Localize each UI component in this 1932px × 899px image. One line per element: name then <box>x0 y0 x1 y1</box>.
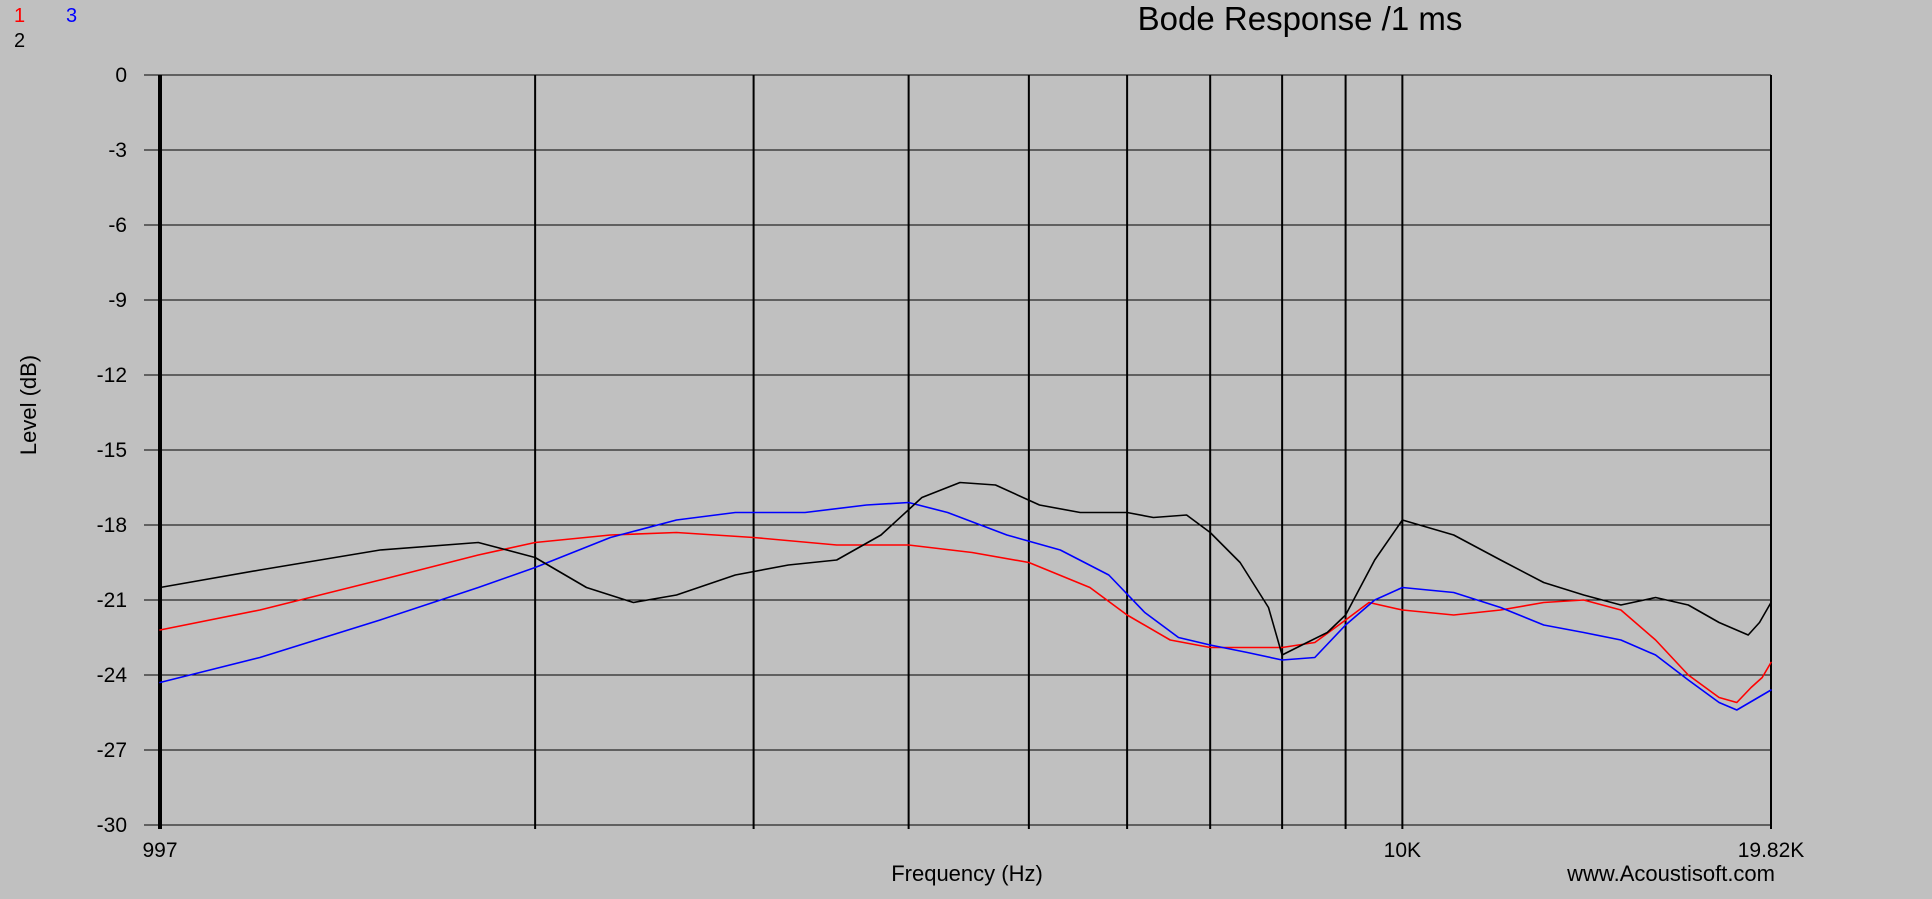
legend-label-2: 2 <box>14 30 25 52</box>
y-tick-label: -3 <box>108 139 127 162</box>
y-tick-label: -24 <box>97 664 128 687</box>
legend: 1 3 2 <box>14 5 77 52</box>
y-tick-labels: 0 -3 -6 -9 -12 -15 -18 -21 -24 -27 -30 <box>97 64 128 837</box>
y-tick-label: -27 <box>97 739 127 762</box>
x-tick-label: 10K <box>1384 839 1421 862</box>
y-axis-label: Level (dB) <box>16 355 41 455</box>
x-tick-label: 19.82K <box>1738 839 1805 862</box>
x-tick-labels: 997 10K 19.82K <box>142 839 1804 862</box>
y-tick-label: -30 <box>97 814 127 837</box>
legend-label-3: 3 <box>66 5 77 27</box>
y-tick-label: 0 <box>115 64 127 87</box>
y-tick-label: -12 <box>97 364 127 387</box>
y-tick-label: -15 <box>97 439 127 462</box>
series-line-2 <box>159 481 1772 656</box>
x-tick-label: 997 <box>142 839 177 862</box>
series-line-1 <box>159 531 1772 704</box>
watermark-text: www.Acoustisoft.com <box>1566 861 1775 886</box>
chart-title: Bode Response /1 ms <box>1138 0 1463 37</box>
y-tick-label: -21 <box>97 589 127 612</box>
y-tick-label: -9 <box>108 289 127 312</box>
y-tick-label: -18 <box>97 514 127 537</box>
series-layer <box>159 481 1772 711</box>
y-tick-label: -6 <box>108 214 127 237</box>
x-axis-label: Frequency (Hz) <box>891 861 1043 886</box>
vertical-gridlines <box>158 75 1772 829</box>
horizontal-gridlines <box>144 74 1771 826</box>
legend-label-1: 1 <box>14 5 25 27</box>
series-line-3 <box>159 501 1772 711</box>
